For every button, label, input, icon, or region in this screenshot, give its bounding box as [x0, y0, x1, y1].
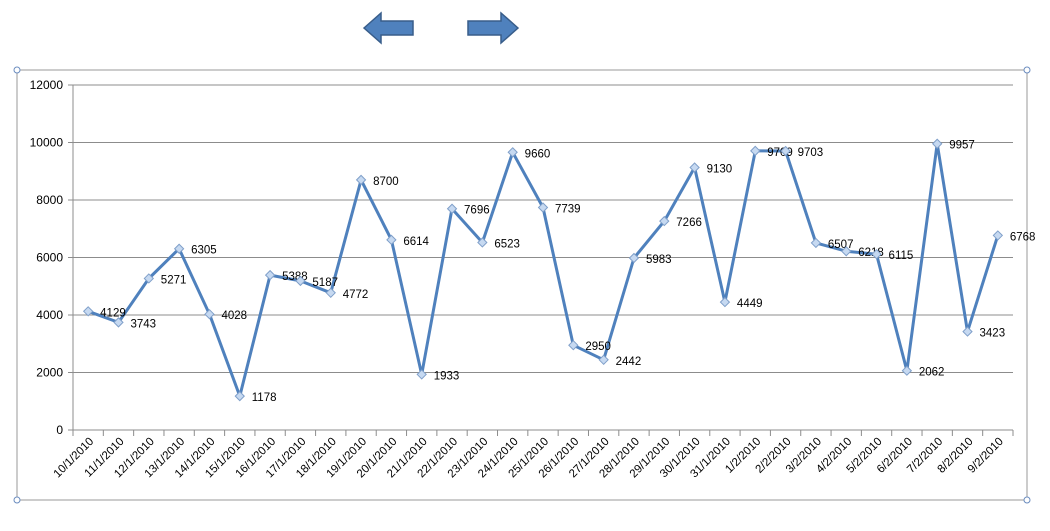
data-point: [355, 174, 367, 186]
data-point: [477, 237, 488, 248]
data-point: [264, 269, 276, 281]
data-point: [537, 202, 549, 213]
data-point: [931, 138, 943, 149]
data-point: [719, 296, 731, 308]
data-point: [568, 339, 579, 351]
data-point: [750, 145, 761, 157]
data-point: [628, 252, 640, 264]
data-label: 2442: [616, 356, 642, 368]
data-label: 7696: [464, 205, 490, 217]
data-point: [598, 354, 609, 365]
data-point: [507, 147, 518, 158]
data-point: [446, 203, 458, 214]
data-label: 1933: [434, 370, 460, 382]
data-label: 5271: [161, 274, 187, 286]
data-point: [234, 390, 245, 402]
data-label: 3423: [980, 328, 1006, 340]
resize-handle-bottom-left[interactable]: [13, 496, 21, 504]
data-label: 3743: [130, 318, 156, 330]
back-button[interactable]: [362, 11, 414, 45]
data-label: 1178: [252, 392, 277, 404]
forward-button[interactable]: [467, 11, 520, 45]
data-label: 9130: [707, 164, 733, 176]
y-tick-label: 6000: [36, 251, 63, 265]
data-label: 7739: [555, 204, 581, 216]
chart-frame[interactable]: [16, 69, 1028, 501]
data-point: [689, 162, 700, 173]
y-tick-label: 4000: [36, 308, 63, 322]
data-label: 2950: [585, 341, 611, 353]
y-tick-label: 0: [56, 423, 63, 437]
data-point: [386, 234, 397, 246]
y-tick-label: 10000: [30, 136, 64, 150]
data-point: [325, 287, 336, 299]
plot-area: 02000400060008000100001200010/1/201011/1…: [30, 78, 1036, 480]
data-label: 6115: [889, 250, 914, 262]
data-point: [82, 306, 94, 317]
data-label: 8700: [373, 176, 399, 188]
series-line: [87, 142, 1000, 398]
data-point: [871, 248, 882, 260]
data-point: [841, 246, 852, 257]
data-label: 9703: [798, 147, 824, 159]
data-point: [173, 243, 185, 254]
data-label: 6305: [191, 245, 217, 257]
y-tick-label: 2000: [36, 366, 63, 380]
data-label: 5187: [312, 277, 338, 289]
data-label: 4772: [343, 289, 369, 301]
data-label: 6523: [494, 238, 520, 250]
data-label: 4028: [221, 310, 247, 322]
data-point: [113, 317, 124, 328]
data-label: 5983: [646, 254, 672, 266]
y-tick-label: 8000: [36, 193, 63, 207]
data-label: 7266: [676, 217, 702, 229]
data-label: 6507: [828, 239, 854, 251]
resize-handle-top-left[interactable]: [13, 66, 21, 74]
data-point: [416, 369, 427, 380]
data-label: 2062: [919, 367, 945, 379]
data-point: [295, 275, 306, 287]
data-point: [901, 365, 913, 376]
data-label: 4129: [100, 307, 126, 319]
data-point: [810, 237, 822, 249]
data-point: [962, 326, 973, 337]
data-label: 9957: [949, 140, 975, 152]
resize-handle-bottom-right[interactable]: [1023, 496, 1031, 504]
data-label: 9709: [767, 147, 793, 159]
data-label: 9660: [525, 148, 551, 160]
y-tick-label: 12000: [30, 78, 64, 92]
resize-handle-top-right[interactable]: [1023, 66, 1031, 74]
data-point: [780, 145, 791, 157]
data-point: [992, 230, 1004, 241]
data-point: [143, 273, 155, 284]
data-point: [659, 215, 670, 227]
data-label: 6614: [403, 236, 429, 248]
arrow-left-icon: [362, 11, 414, 45]
data-label: 6768: [1010, 231, 1036, 243]
data-point: [204, 308, 215, 320]
data-label: 4449: [737, 298, 763, 310]
arrow-right-icon: [467, 11, 520, 45]
